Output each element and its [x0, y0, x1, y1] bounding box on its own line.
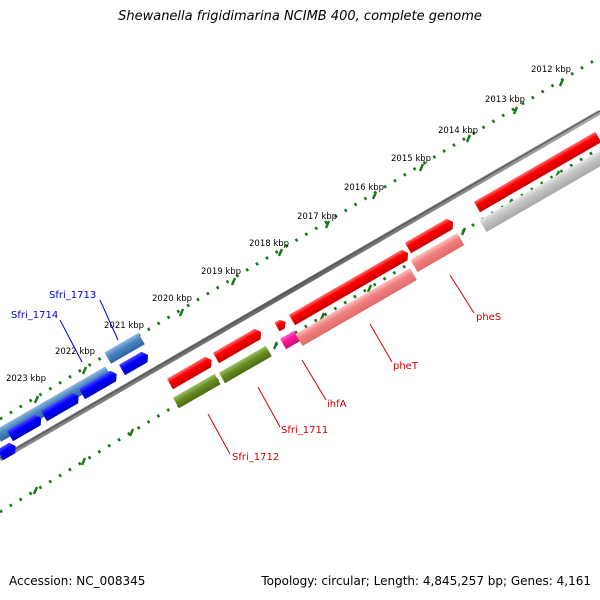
tick-2019: [230, 277, 237, 286]
label-ihfa: ihfA: [327, 399, 347, 410]
label-sfri1713: Sfri_1713: [49, 290, 96, 301]
scale-label-2014: 2014 kbp: [438, 126, 478, 136]
scale-labels: 2012 kbp 2013 kbp 2014 kbp 2015 kbp 2016…: [6, 65, 571, 384]
leader-sfri1714: [59, 319, 83, 363]
gene-blue-4: [79, 370, 117, 400]
scale-label-2015: 2015 kbp: [391, 154, 431, 164]
label-sfri1712: Sfri_1712: [232, 452, 279, 463]
gene-features: [0, 131, 600, 461]
gene-pheS-red: [405, 218, 454, 254]
tick-2015: [418, 163, 425, 172]
gene-blue-5: [119, 351, 148, 376]
gene-ihfA: [280, 330, 300, 350]
major-ticks: [33, 78, 565, 404]
tick-2020: [178, 308, 185, 317]
scale-label-2023: 2023 kbp: [6, 374, 46, 384]
scale-label-2017: 2017 kbp: [297, 212, 337, 222]
scale-label-2019: 2019 kbp: [201, 267, 241, 277]
gene-ihfA-red: [274, 319, 286, 332]
gene-blue-1: [0, 442, 16, 461]
label-sfri1711: Sfri_1711: [281, 425, 328, 436]
label-phes: pheS: [476, 312, 501, 323]
tick-2013: [512, 106, 519, 115]
tick-2018: [277, 248, 284, 257]
leader-phet: [369, 323, 393, 363]
gene-blue-3: [41, 392, 79, 422]
scale-label-2012: 2012 kbp: [531, 65, 571, 75]
gene-pheT-red: [289, 249, 409, 326]
label-phet: pheT: [393, 361, 419, 372]
gene-blue-2: [7, 414, 42, 442]
leader-ihfa: [301, 359, 327, 401]
scale-label-2022: 2022 kbp: [55, 347, 95, 357]
tick-2016: [371, 191, 378, 200]
scale-label-2021: 2021 kbp: [104, 321, 144, 331]
topology-text: Topology: circular; Length: 4,845,257 bp…: [261, 574, 591, 588]
map-title: Shewanella frigidimarina NCIMB 400, comp…: [118, 9, 482, 24]
tick-2023: [33, 395, 40, 404]
scale-label-2013: 2013 kbp: [485, 95, 525, 105]
tick-2017: [324, 220, 331, 229]
accession-text: Accession: NC_008345: [9, 574, 146, 588]
genome-backbone: [0, 109, 600, 462]
scale-label-2016: 2016 kbp: [344, 183, 384, 193]
tick-2022: [81, 366, 88, 375]
label-sfri1714: Sfri_1714: [11, 310, 58, 321]
gene-labels: Sfri_1713 Sfri_1714 pheS pheT ihfA Sfri_…: [11, 290, 501, 463]
gene-pheT: [295, 267, 417, 347]
gene-red-right: [474, 131, 600, 213]
tick-2014: [465, 134, 472, 143]
gene-gray-right: [479, 149, 600, 233]
gene-sfri1711: [219, 345, 272, 384]
leader-phes: [449, 274, 475, 314]
gene-red-1712: [167, 356, 212, 390]
leader-sfri1712: [207, 413, 231, 455]
gene-sfri1712: [173, 373, 221, 409]
label-leaders: [59, 274, 475, 455]
gene-pheS: [410, 232, 465, 273]
gene-red-1711: [213, 328, 262, 364]
tick-2012: [558, 78, 565, 87]
outer-scale-track: [0, 55, 600, 421]
leader-sfri1713: [99, 299, 119, 341]
gene-sfri1713-upper: [104, 332, 145, 364]
scale-label-2020: 2020 kbp: [152, 294, 192, 304]
scale-label-2018: 2018 kbp: [249, 239, 289, 249]
inner-scale-track: [0, 146, 600, 514]
leader-sfri1711: [257, 386, 281, 428]
